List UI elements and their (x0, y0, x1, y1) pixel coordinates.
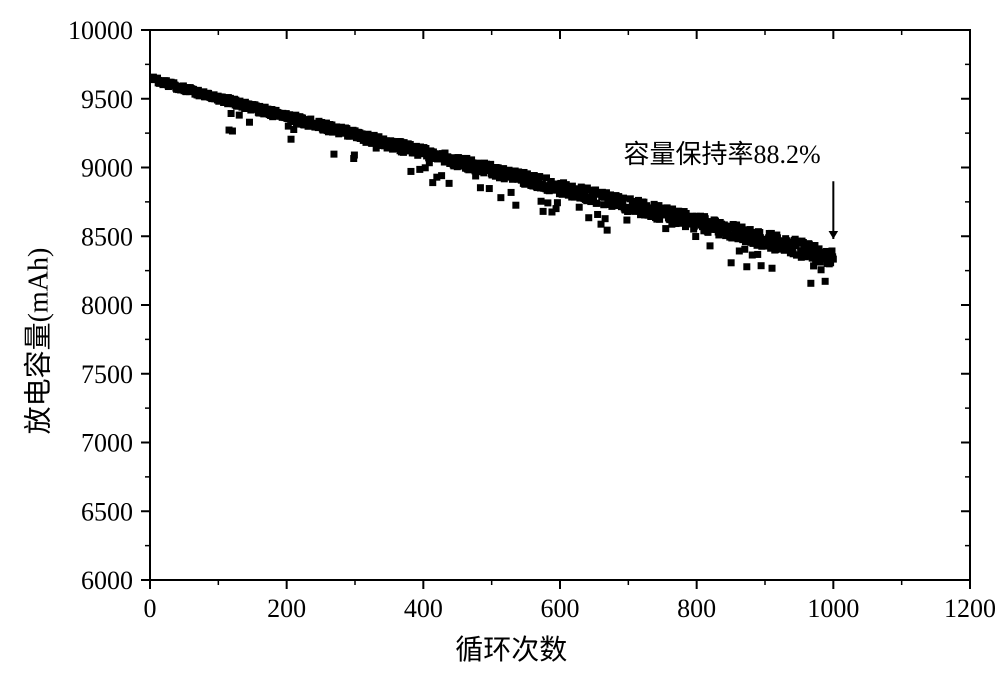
svg-text:1000: 1000 (807, 594, 859, 623)
svg-text:10000: 10000 (68, 16, 133, 45)
svg-text:0: 0 (144, 594, 157, 623)
svg-text:8500: 8500 (81, 222, 133, 251)
svg-text:400: 400 (404, 594, 443, 623)
svg-text:9000: 9000 (81, 154, 133, 183)
y-axis-label: 放电容量(mAh) (17, 248, 57, 435)
svg-text:7500: 7500 (81, 360, 133, 389)
svg-text:9500: 9500 (81, 85, 133, 114)
capacity-retention-annotation: 容量保持率88.2% (624, 134, 821, 171)
svg-text:800: 800 (677, 594, 716, 623)
svg-text:200: 200 (267, 594, 306, 623)
capacity-vs-cycles-chart: 0 200 400 600 800 1000 1200 6000 6500 7000 7500 800… (0, 0, 1000, 682)
svg-text:6000: 6000 (81, 566, 133, 595)
svg-text:1200: 1200 (944, 594, 996, 623)
svg-text:600: 600 (541, 594, 580, 623)
plot-svg: 0 200 400 600 800 1000 1200 6000 6500 7000 7500 800… (0, 0, 1000, 682)
svg-text:7000: 7000 (81, 429, 133, 458)
svg-text:8000: 8000 (81, 291, 133, 320)
svg-text:6500: 6500 (81, 497, 133, 526)
x-axis-label: 循环次数 (455, 628, 567, 668)
